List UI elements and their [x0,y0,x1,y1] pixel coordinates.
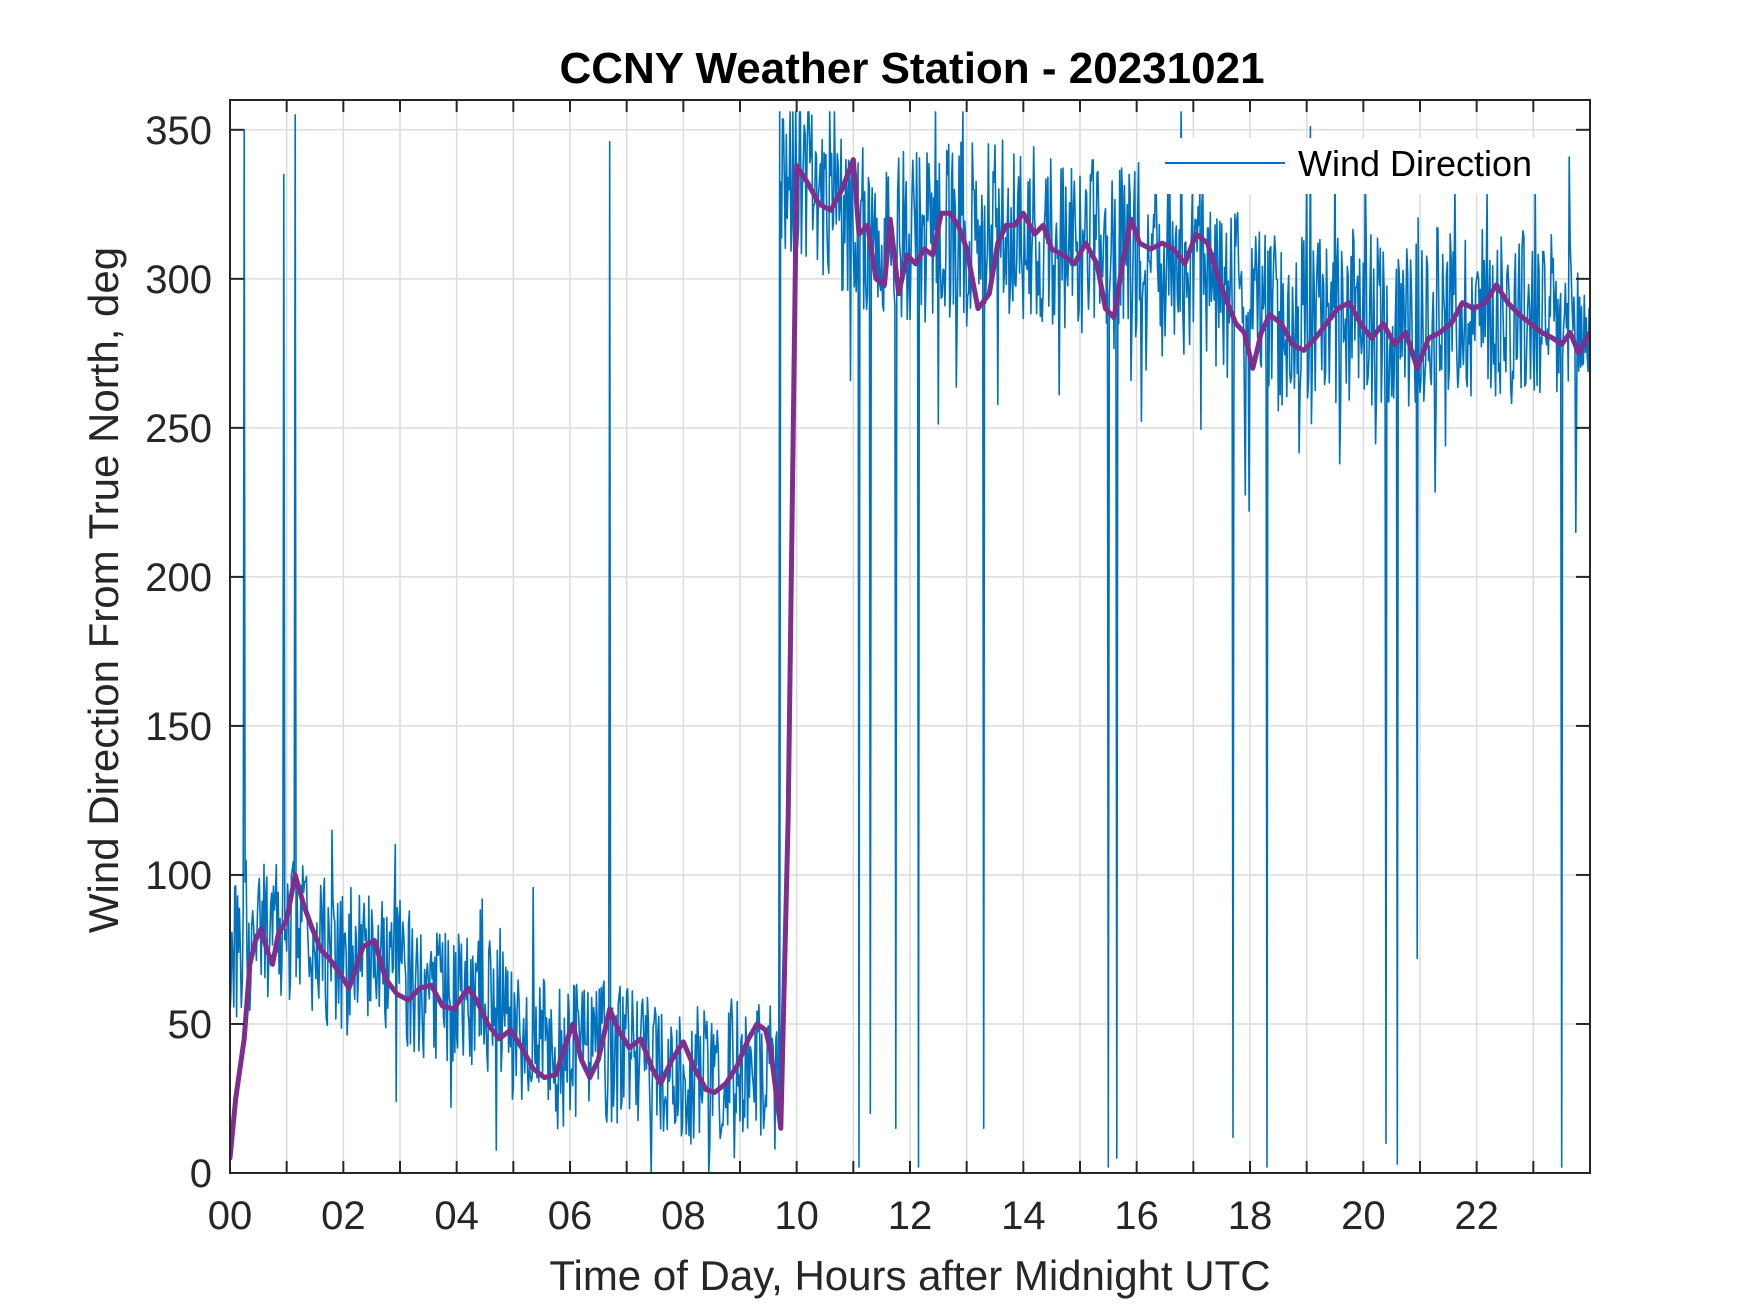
legend-box [1150,138,1560,194]
plot-area: Wind Direction [229,99,1591,1174]
chart-title: CCNY Weather Station - 20231021 [559,44,1264,93]
y-tick-label: 200 [145,556,212,600]
x-tick-label: 22 [1454,1194,1499,1238]
x-tick-label: 16 [1114,1194,1159,1238]
series-line-wind-direction [230,111,1590,1173]
y-tick-label: 150 [145,705,212,749]
x-tick-label: 04 [434,1194,479,1238]
series-line-smoothed [230,157,1590,1161]
x-tick-label: 08 [661,1194,706,1238]
x-tick-label: 12 [888,1194,933,1238]
y-tick-label: 350 [145,109,212,153]
y-tick-label: 250 [145,407,212,451]
y-axis-label: Wind Direction From True North, deg [80,247,127,933]
y-tick-label: 50 [168,1003,213,1047]
series-layer [230,111,1590,1173]
y-tick-labels: 0 50 100 150 200 250 300 350 [145,109,212,1196]
x-tick-label: 14 [1001,1194,1046,1238]
y-tick-label: 100 [145,854,212,898]
x-tick-label: 20 [1341,1194,1386,1238]
x-tick-label: 02 [321,1194,366,1238]
y-tick-label: 0 [190,1152,212,1196]
x-tick-label: 10 [774,1194,819,1238]
axes-frame [229,99,1591,1174]
legend-label-wind-direction: Wind Direction [1298,143,1532,184]
x-tick-labels: 00 02 04 06 08 10 12 14 16 18 20 22 [208,1194,1499,1238]
x-axis-label: Time of Day, Hours after Midnight UTC [549,1252,1270,1299]
x-tick-label: 06 [548,1194,593,1238]
x-tick-label: 00 [208,1194,253,1238]
y-tick-label: 300 [145,258,212,302]
x-tick-label: 18 [1228,1194,1273,1238]
legend: Wind Direction [1150,138,1560,194]
